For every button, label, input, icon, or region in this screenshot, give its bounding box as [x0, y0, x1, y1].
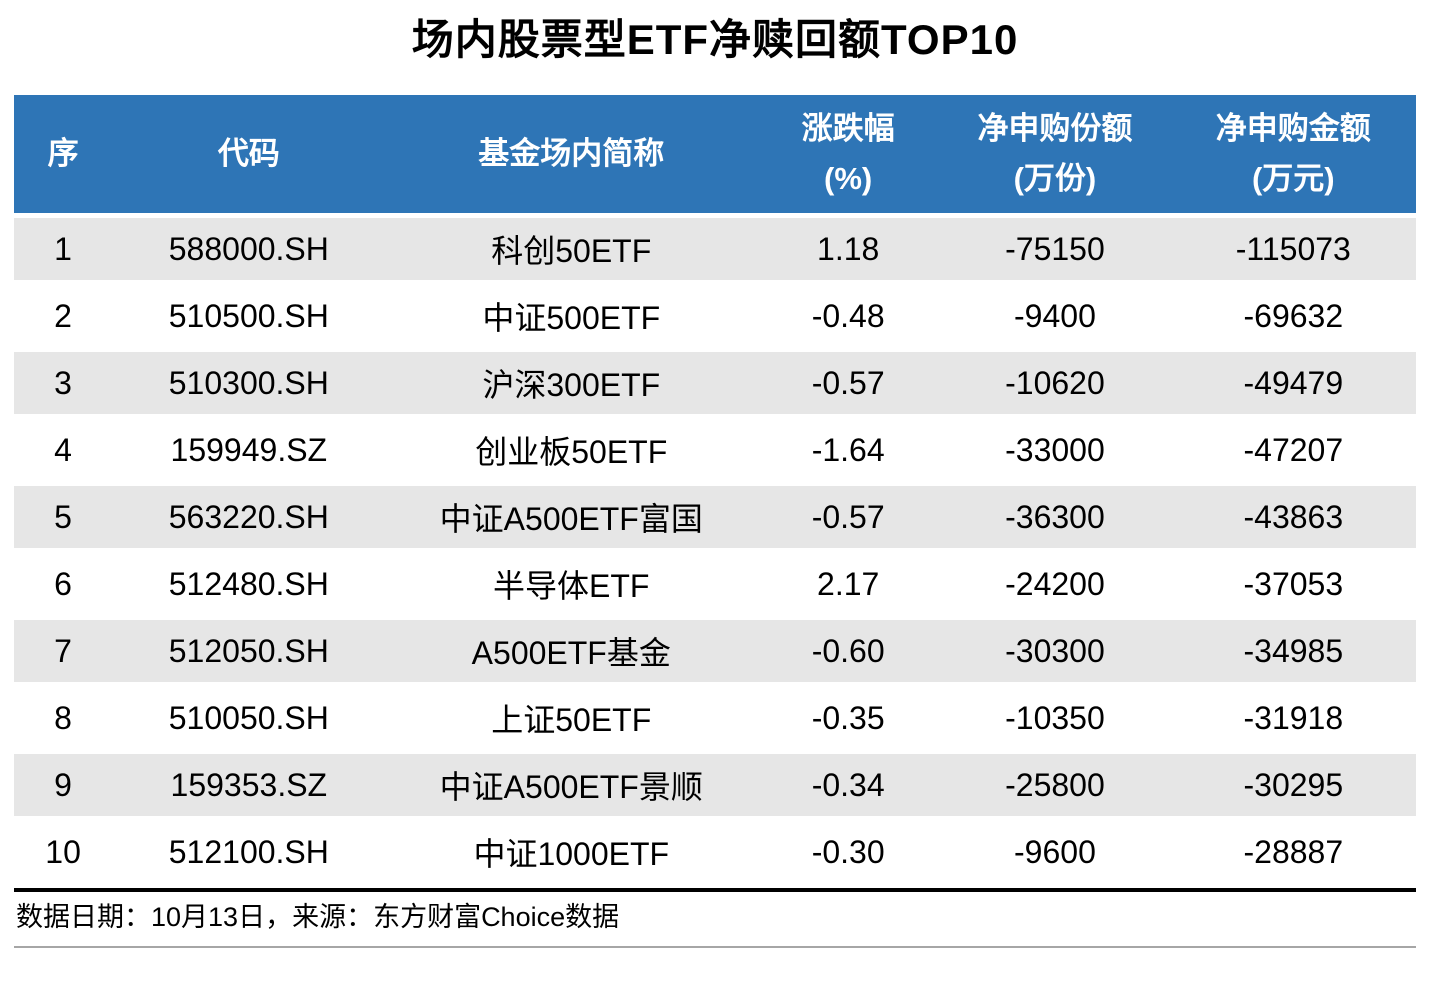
cell-code: 159949.SZ: [112, 419, 386, 481]
cell-rank: 9: [14, 754, 113, 816]
cell-change-pct: -0.34: [757, 754, 940, 816]
cell-change-pct: -0.48: [757, 285, 940, 347]
col-header-net-shares: 净申购份额 (万份): [939, 95, 1171, 213]
cell-code: 588000.SH: [112, 218, 386, 280]
cell-net-amount: -115073: [1170, 218, 1416, 280]
table-row: 3 510300.SH 沪深300ETF -0.57 -10620 -49479: [14, 352, 1416, 414]
cell-fund-name: 中证1000ETF: [385, 821, 758, 883]
cell-code: 510500.SH: [112, 285, 386, 347]
cell-net-amount: -69632: [1170, 285, 1416, 347]
table-row: 10 512100.SH 中证1000ETF -0.30 -9600 -28887: [14, 821, 1416, 883]
cell-net-shares: -10350: [939, 687, 1171, 749]
cell-net-amount: -28887: [1170, 821, 1416, 883]
cell-net-amount: -31918: [1170, 687, 1416, 749]
table-row: 8 510050.SH 上证50ETF -0.35 -10350 -31918: [14, 687, 1416, 749]
cell-net-amount: -37053: [1170, 553, 1416, 615]
col-header-unit: (万份): [1013, 161, 1097, 196]
col-header-label: 序: [47, 136, 79, 171]
cell-fund-name: A500ETF基金: [385, 620, 758, 682]
cell-net-amount: -49479: [1170, 352, 1416, 414]
cell-net-shares: -75150: [939, 218, 1171, 280]
cell-net-shares: -24200: [939, 553, 1171, 615]
cell-net-shares: -30300: [939, 620, 1171, 682]
cell-net-shares: -25800: [939, 754, 1171, 816]
table-row: 6 512480.SH 半导体ETF 2.17 -24200 -37053: [14, 553, 1416, 615]
cell-code: 512100.SH: [112, 821, 386, 883]
cell-rank: 1: [14, 218, 113, 280]
table-row: 2 510500.SH 中证500ETF -0.48 -9400 -69632: [14, 285, 1416, 347]
table-row: 4 159949.SZ 创业板50ETF -1.64 -33000 -47207: [14, 419, 1416, 481]
data-source-note: 数据日期：10月13日，来源：东方财富Choice数据: [14, 888, 1416, 948]
cell-net-shares: -10620: [939, 352, 1171, 414]
cell-net-amount: -43863: [1170, 486, 1416, 548]
cell-change-pct: -0.30: [757, 821, 940, 883]
col-header-code: 代码: [112, 95, 386, 213]
cell-rank: 6: [14, 553, 113, 615]
cell-change-pct: 2.17: [757, 553, 940, 615]
cell-net-shares: -9400: [939, 285, 1171, 347]
cell-code: 563220.SH: [112, 486, 386, 548]
col-header-label: 基金场内简称: [478, 136, 665, 171]
cell-fund-name: 上证50ETF: [385, 687, 758, 749]
table-header-row: 序 代码 基金场内简称 涨跌幅 (%) 净申购份额 (万份): [14, 95, 1416, 213]
cell-rank: 8: [14, 687, 113, 749]
cell-rank: 10: [14, 821, 113, 883]
col-header-label: 涨跌幅: [801, 111, 895, 146]
table-header: 序 代码 基金场内简称 涨跌幅 (%) 净申购份额 (万份): [14, 95, 1416, 213]
col-header-no: 序: [14, 95, 113, 213]
col-header-label: 净申购金额: [1215, 111, 1371, 146]
cell-fund-name: 沪深300ETF: [385, 352, 758, 414]
cell-fund-name: 科创50ETF: [385, 218, 758, 280]
cell-change-pct: -0.57: [757, 486, 940, 548]
cell-fund-name: 创业板50ETF: [385, 419, 758, 481]
cell-fund-name: 中证500ETF: [385, 285, 758, 347]
cell-net-shares: -33000: [939, 419, 1171, 481]
cell-change-pct: -0.60: [757, 620, 940, 682]
col-header-change: 涨跌幅 (%): [757, 95, 940, 213]
table-row: 1 588000.SH 科创50ETF 1.18 -75150 -115073: [14, 218, 1416, 280]
cell-fund-name: 半导体ETF: [385, 553, 758, 615]
table-body: 1 588000.SH 科创50ETF 1.18 -75150 -115073 2 51050…: [14, 218, 1416, 883]
cell-net-amount: -47207: [1170, 419, 1416, 481]
cell-change-pct: -0.35: [757, 687, 940, 749]
table-row: 5 563220.SH 中证A500ETF富国 -0.57 -36300 -43863: [14, 486, 1416, 548]
cell-rank: 2: [14, 285, 113, 347]
cell-rank: 5: [14, 486, 113, 548]
cell-code: 512480.SH: [112, 553, 386, 615]
col-header-unit: (万元): [1251, 161, 1335, 196]
cell-change-pct: -0.57: [757, 352, 940, 414]
table-row: 7 512050.SH A500ETF基金 -0.60 -30300 -34985: [14, 620, 1416, 682]
table-row: 9 159353.SZ 中证A500ETF景顺 -0.34 -25800 -30295: [14, 754, 1416, 816]
cell-code: 159353.SZ: [112, 754, 386, 816]
cell-change-pct: 1.18: [757, 218, 940, 280]
col-header-label: 净申购份额: [977, 111, 1133, 146]
col-header-unit: (%): [824, 161, 873, 196]
cell-net-shares: -36300: [939, 486, 1171, 548]
cell-net-amount: -34985: [1170, 620, 1416, 682]
etf-table: 序 代码 基金场内简称 涨跌幅 (%) 净申购份额 (万份): [14, 90, 1416, 888]
cell-fund-name: 中证A500ETF景顺: [385, 754, 758, 816]
page-title: 场内股票型ETF净赎回额TOP10: [411, 16, 1019, 63]
col-header-net-amount: 净申购金额 (万元): [1170, 95, 1416, 213]
col-header-name: 基金场内简称: [385, 95, 758, 213]
cell-net-amount: -30295: [1170, 754, 1416, 816]
cell-code: 510300.SH: [112, 352, 386, 414]
cell-code: 512050.SH: [112, 620, 386, 682]
cell-code: 510050.SH: [112, 687, 386, 749]
cell-change-pct: -1.64: [757, 419, 940, 481]
cell-net-shares: -9600: [939, 821, 1171, 883]
cell-rank: 4: [14, 419, 113, 481]
cell-fund-name: 中证A500ETF富国: [385, 486, 758, 548]
cell-rank: 3: [14, 352, 113, 414]
col-header-label: 代码: [217, 136, 280, 171]
cell-rank: 7: [14, 620, 113, 682]
